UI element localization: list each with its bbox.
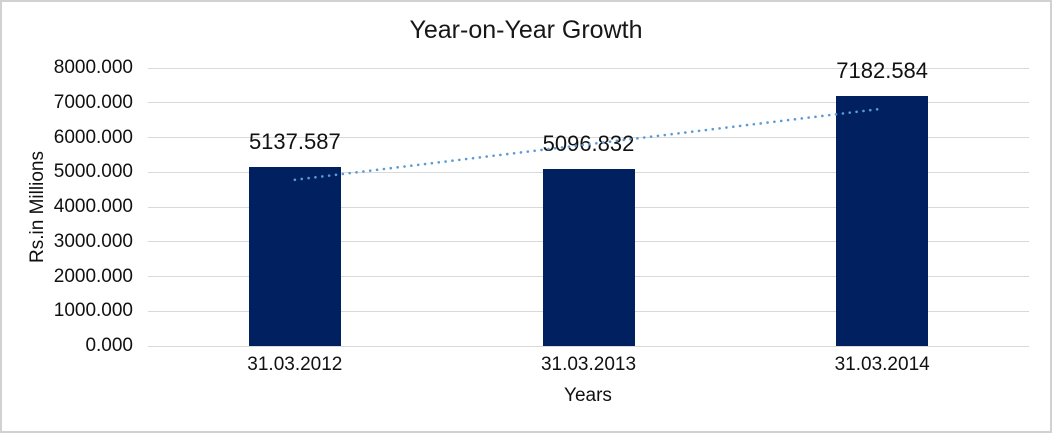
- x-axis-title: Years: [564, 385, 612, 406]
- x-axis-tick-label: 31.03.2014: [834, 354, 930, 375]
- y-axis-tick-label: 1000.000: [53, 300, 133, 322]
- y-axis-tick-label: 5000.000: [53, 161, 133, 183]
- y-axis-tick-label: 6000.000: [53, 126, 133, 148]
- bar-data-label: 5096.832: [542, 130, 635, 156]
- plot-area: 5137.587 5096.832 7182.584: [148, 58, 1029, 347]
- x-axis-tick-label: 31.03.2012: [247, 354, 343, 375]
- y-axis-tick-label: 4000.000: [53, 196, 133, 217]
- bar-data-label: 5137.587: [248, 129, 341, 155]
- y-axis-tick-label: 0.000: [85, 335, 133, 356]
- x-axis-tick-label: 31.03.2013: [540, 354, 637, 375]
- y-axis-tick-label: 3000.000: [53, 230, 133, 252]
- bar-data-label: 7182.584: [836, 58, 929, 84]
- y-axis-tick-label: 7000.000: [53, 91, 133, 113]
- chart-title: Year-on-Year Growth: [409, 16, 643, 44]
- bar: [248, 167, 341, 346]
- y-axis-tick-label: 2000.000: [53, 265, 133, 287]
- bar: [542, 168, 635, 346]
- bar: [836, 96, 929, 346]
- y-axis-tick-label: 8000.000: [53, 57, 133, 78]
